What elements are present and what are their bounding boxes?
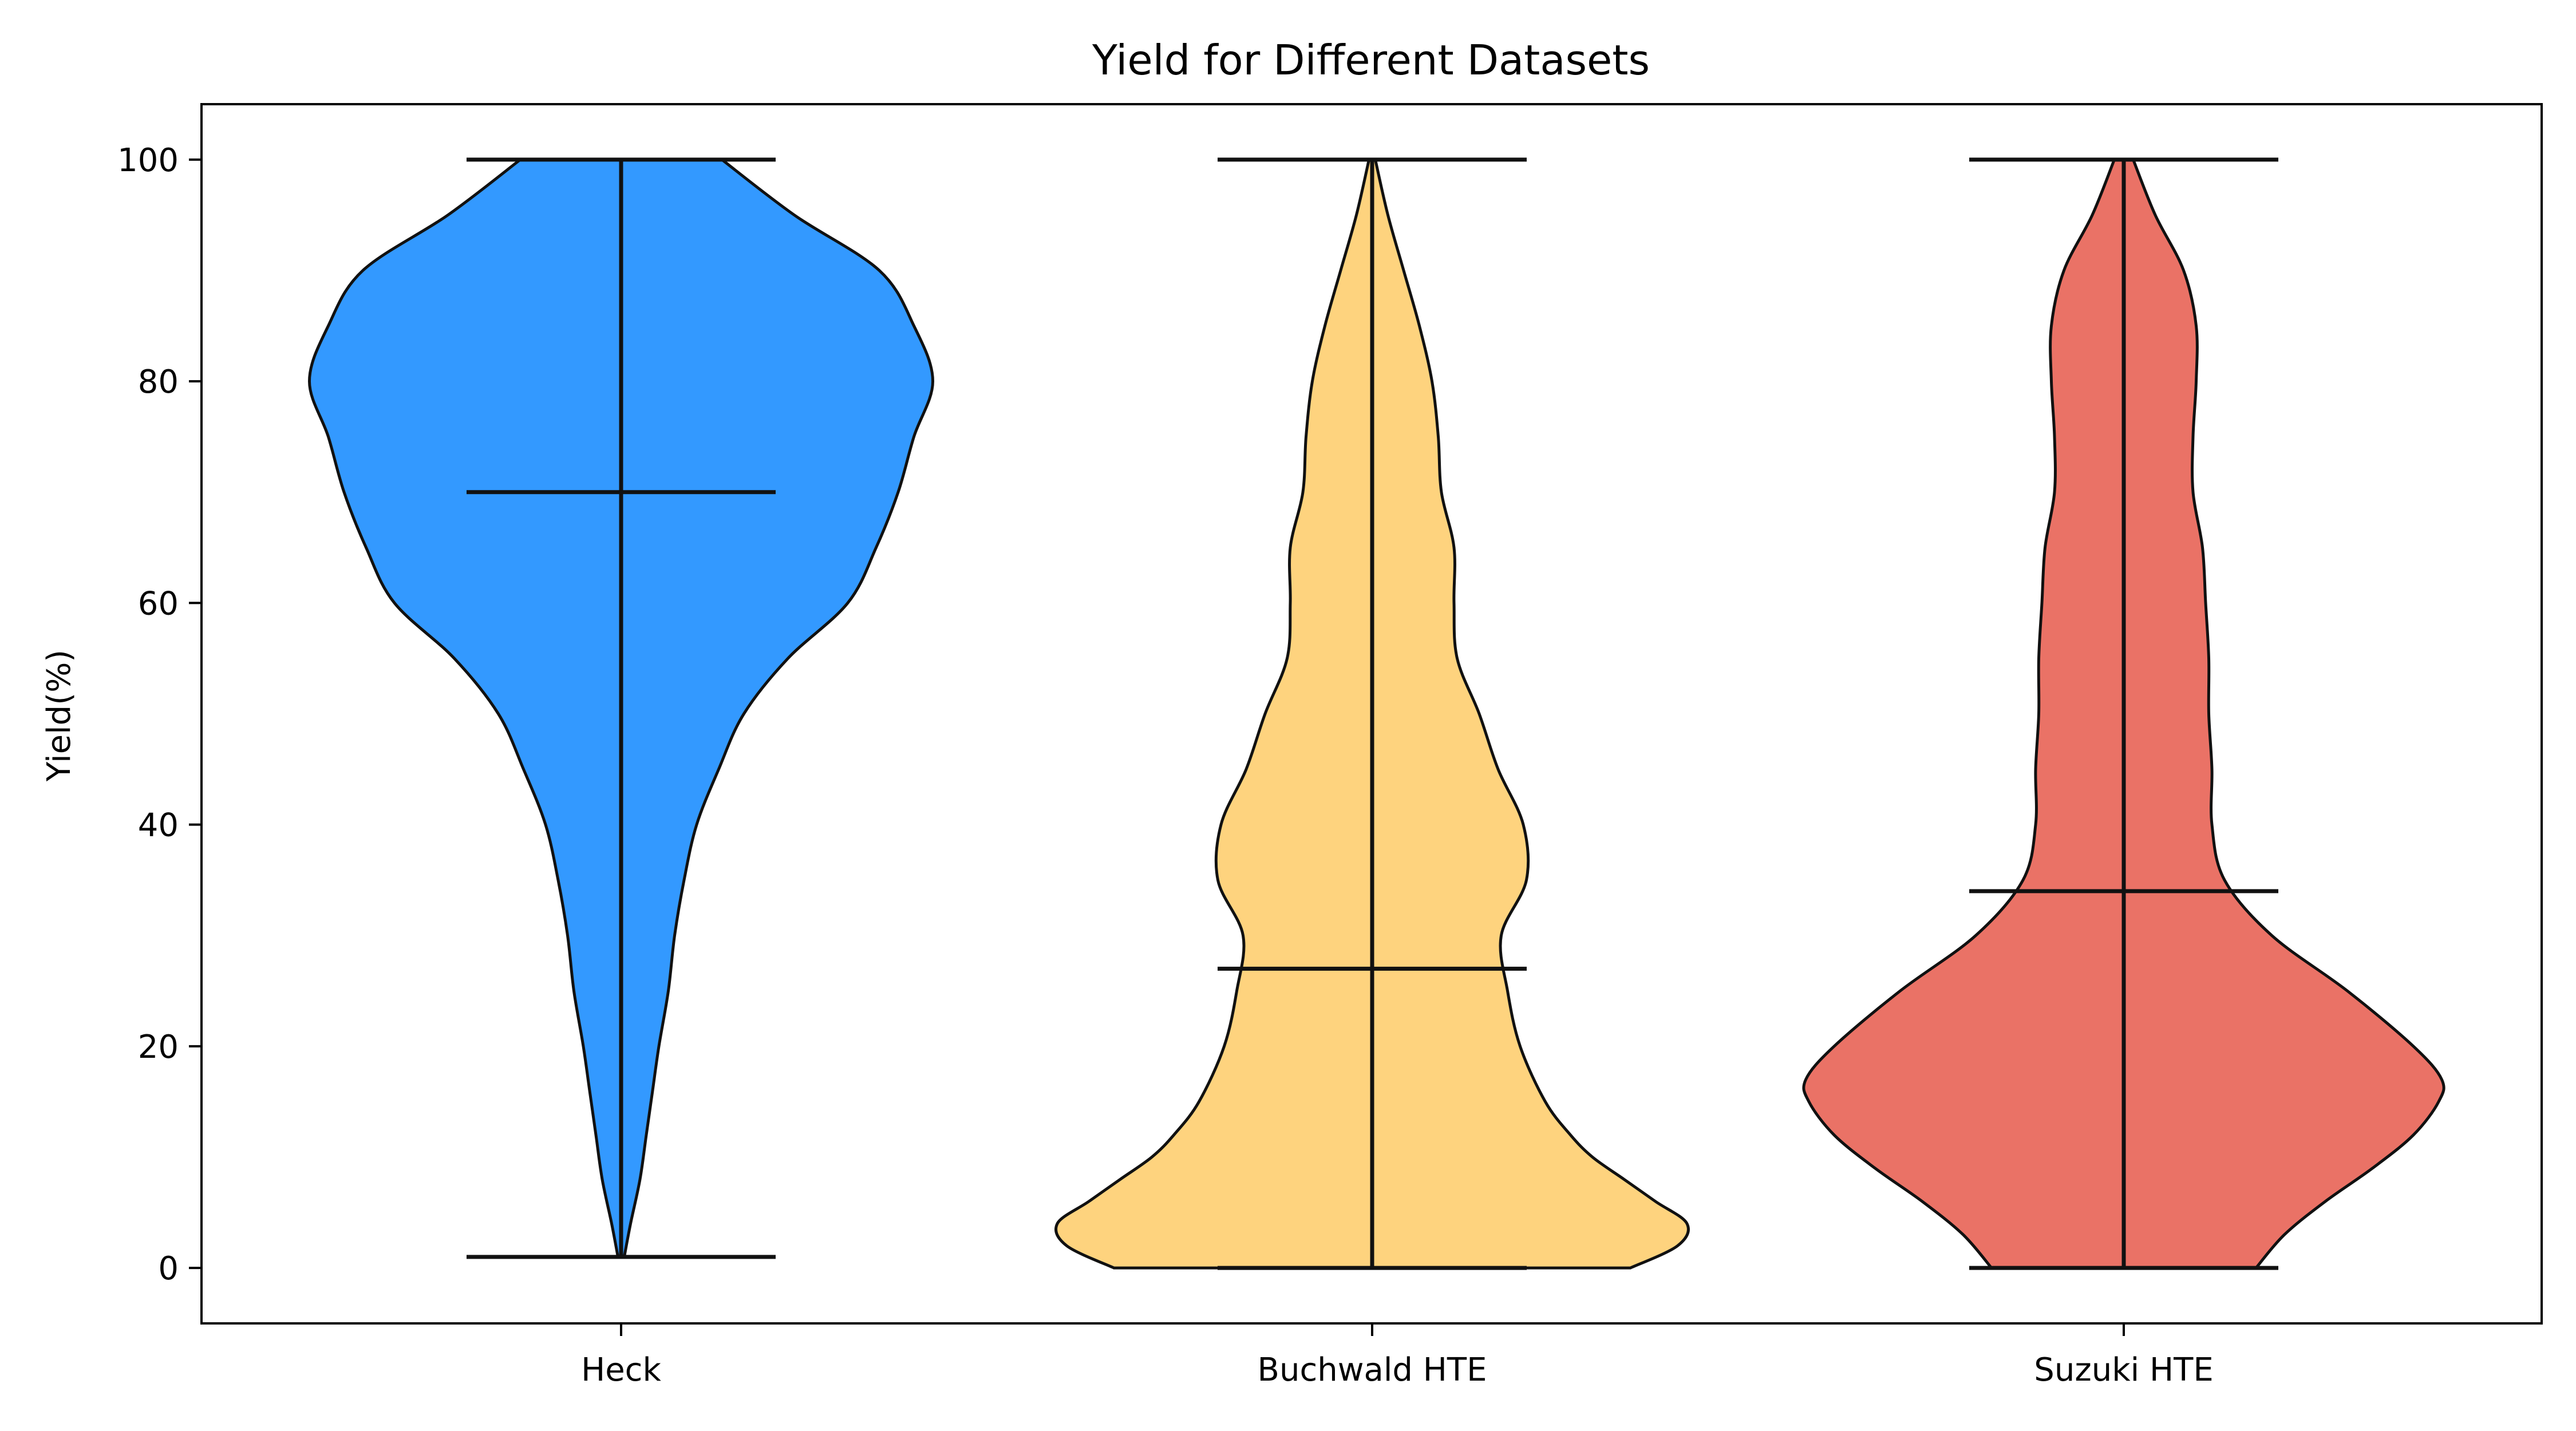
y-tick-label: 60 [138, 585, 179, 622]
y-tick-label: 40 [138, 807, 179, 844]
y-tick-label: 20 [138, 1029, 179, 1066]
y-axis: 0 20 40 60 80 100 [117, 142, 202, 1287]
x-tick-label: Buchwald HTE [1258, 1351, 1487, 1389]
plot-area [307, 157, 2445, 1270]
y-axis-label: Yield(%) [41, 650, 78, 782]
y-tick-label: 100 [117, 142, 179, 179]
x-tick-label: Heck [581, 1351, 661, 1389]
y-tick-label: 0 [158, 1250, 179, 1287]
chart-title: Yield for Different Datasets [1092, 36, 1650, 84]
plot-frame [200, 103, 2543, 1325]
x-axis: Heck Buchwald HTE Suzuki HTE [581, 1323, 2214, 1389]
y-tick-label: 80 [138, 363, 179, 401]
x-tick-label: Suzuki HTE [2034, 1351, 2213, 1389]
